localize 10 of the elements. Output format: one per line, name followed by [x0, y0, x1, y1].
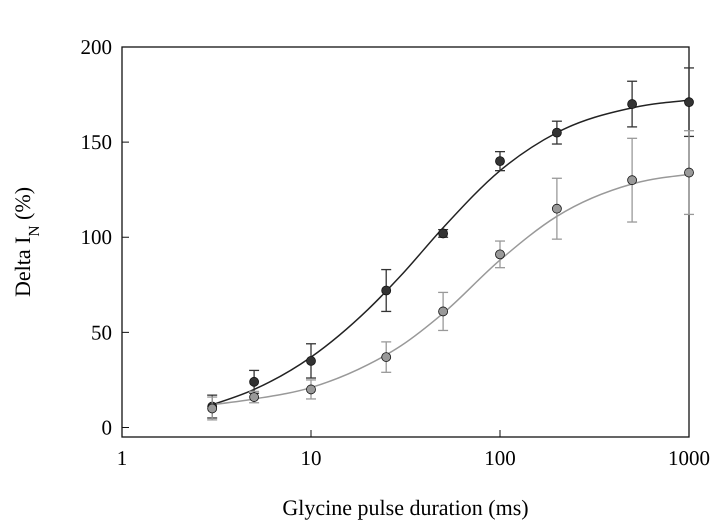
y-tick-label: 150 — [80, 130, 112, 154]
x-tick-label: 10 — [300, 446, 322, 470]
y-tick-label: 200 — [80, 35, 112, 59]
x-axis-title: Glycine pulse duration (ms) — [282, 495, 529, 520]
x-tick-label: 100 — [484, 446, 516, 470]
y-tick-label: 0 — [102, 415, 112, 440]
x-tick-label: 1000 — [668, 446, 710, 470]
y-tick-label: 50 — [91, 320, 112, 344]
x-tick-label: 1 — [116, 446, 128, 470]
y-tick-label: 100 — [80, 225, 112, 250]
